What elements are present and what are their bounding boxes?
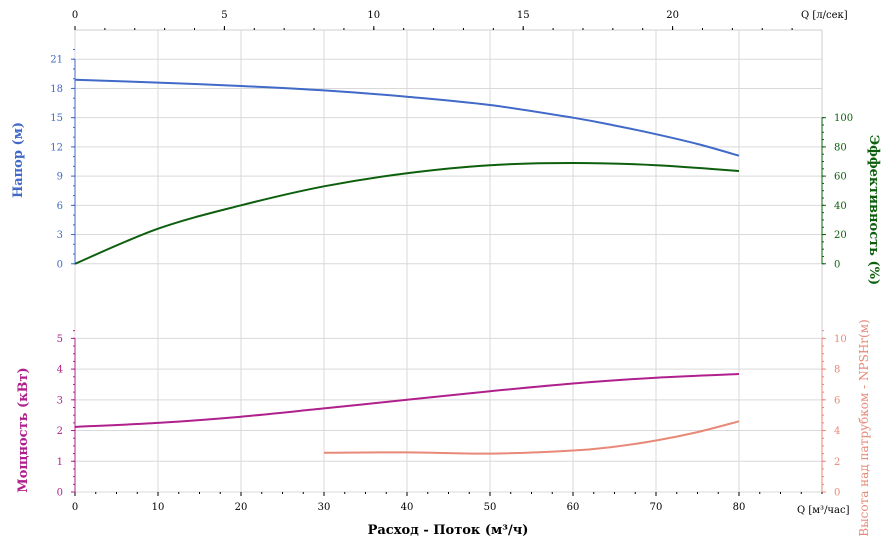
head-axis-tick-label: 9 [57,172,63,183]
power-axis-title: Мощность (кВт) [16,367,31,492]
npsh-axis-tick-label: 0 [834,488,840,499]
axis-titles: Q [л/сек] Q [м³/час] Расход - Поток (м³/… [11,10,881,538]
npsh-axis-tick-label: 2 [834,457,840,468]
grid-lines [74,29,823,493]
npsh-axis-title: Высота над патрубком - NPSHr(м) [857,319,871,536]
power-curve [74,373,740,428]
bottom-axis-tick-label: 80 [733,502,746,513]
bottom-axis-tick-label: 0 [72,502,78,513]
bottom-axis-tick-label: 20 [235,502,248,513]
bottom-axis-tick-label: 40 [401,502,414,513]
efficiency-axis-title: Эффективность (%) [866,135,881,285]
power-axis-tick-label: 4 [57,365,63,376]
power-axis-tick-label: 2 [57,426,63,437]
plot-frame [74,29,823,493]
npsh-axis-tick-label: 6 [834,395,840,406]
top-axis-tick-label: 10 [367,10,380,21]
npsh-axis-tick-label: 10 [834,334,847,345]
npsh-curve [323,420,740,455]
top-axis-tick-label: 0 [72,10,78,21]
efficiency-axis-tick-label: 40 [834,201,847,212]
head-axis-tick-label: 3 [57,230,63,241]
head-axis-tick-label: 18 [50,84,63,95]
efficiency-curve [74,161,740,265]
x-axis-title: Расход - Поток (м³/ч) [368,523,529,538]
head-axis-tick-label: 12 [50,142,63,153]
bottom-axis-tick-label: 70 [650,502,663,513]
power-axis-tick-label: 1 [57,457,63,468]
head-axis-tick-label: 15 [50,113,63,124]
axes: 0 5 10 15 200 10 20 30 40 50 60 70 80036912151821020… [50,10,853,513]
power-axis-tick-label: 5 [57,334,63,345]
bottom-axis-tick-label: 10 [152,502,165,513]
power-axis-tick-label: 3 [57,395,63,406]
head-axis-tick-label: 0 [57,259,63,270]
efficiency-axis-tick-label: 80 [834,142,847,153]
top-x-axis-unit-label: Q [л/сек] [801,10,848,21]
series-lines [74,78,740,455]
npsh-axis-tick-label: 8 [834,365,840,376]
bottom-axis-tick-label: 60 [567,502,580,513]
bottom-axis-tick-label: 30 [318,502,331,513]
power-axis-tick-label: 0 [57,488,63,499]
top-axis-tick-label: 20 [666,10,679,21]
top-axis-tick-label: 15 [517,10,530,21]
bottom-axis-tick-label: 50 [484,502,497,513]
head-curve [74,78,740,157]
top-axis-tick-label: 5 [221,10,227,21]
head-axis-tick-label: 6 [57,201,63,212]
efficiency-axis-tick-label: 20 [834,230,847,241]
efficiency-axis-tick-label: 60 [834,172,847,183]
efficiency-axis-tick-label: 0 [834,259,840,270]
bottom-x-axis-unit-label: Q [м³/час] [797,505,850,516]
npsh-axis-tick-label: 4 [834,426,840,437]
head-axis-title: Напор (м) [11,122,26,198]
efficiency-axis-tick-label: 100 [834,113,853,124]
head-axis-tick-label: 21 [50,55,63,66]
